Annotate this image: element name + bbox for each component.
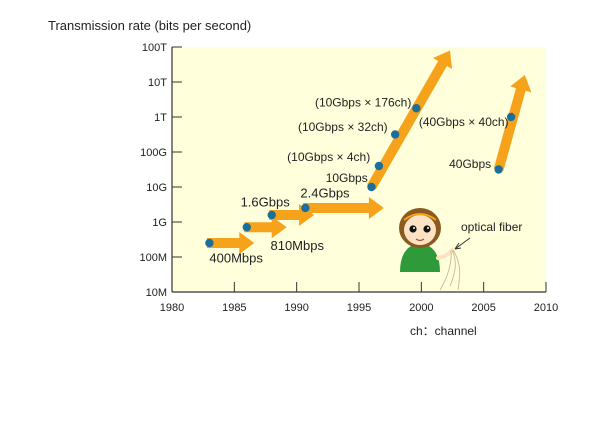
label-10gbpsx4ch: (10Gbps × 4ch) — [287, 150, 370, 164]
person-eye-right — [423, 225, 431, 233]
arrow-step-2 — [244, 216, 287, 239]
x-tick-label: 2005 — [471, 302, 495, 314]
label-400mbps: 400Mbps — [209, 250, 263, 265]
p-10gbpsx32ch — [390, 130, 400, 139]
person-face — [404, 215, 436, 245]
p-40gbpsx40ch — [506, 112, 516, 122]
arrow-step-1 — [206, 232, 255, 254]
plot-area — [172, 47, 546, 292]
optical-fiber-strand-3 — [439, 250, 452, 291]
arrow-growth-1 — [367, 50, 453, 190]
person-arm — [436, 248, 454, 260]
y-tick-label: 1G — [152, 217, 167, 229]
person-mouth — [415, 238, 425, 242]
x-tick-label: 1995 — [347, 302, 371, 314]
optical-fiber-strand-2 — [452, 249, 461, 291]
x-tick-label: 1980 — [160, 302, 184, 314]
x-tick-label: 2000 — [409, 302, 433, 314]
p-1.6gbps — [267, 210, 276, 220]
x-tick-label: 1990 — [284, 302, 308, 314]
p-10gbpsx176ch — [412, 104, 421, 113]
data-points — [205, 104, 516, 248]
optical-fiber-caption: optical fiber — [461, 220, 522, 234]
y-tick-label: 10M — [146, 287, 167, 299]
label-810mbps: 810Mbps — [270, 238, 324, 253]
chart-title: Transmission rate (bits per second) — [48, 18, 251, 33]
p-10gbps — [367, 182, 376, 192]
label-10gbpsx176ch: (10Gbps × 176ch) — [315, 96, 411, 110]
caption-pointer-arrowhead — [454, 242, 462, 250]
label-40gbpsx40ch: (40Gbps × 40ch) — [419, 115, 509, 129]
arrow-step-4 — [302, 197, 384, 219]
optical-fiber-strand-1 — [449, 249, 456, 287]
label-10gbps: 10Gbps — [326, 171, 368, 185]
x-tick-label: 2010 — [534, 302, 558, 314]
axes: 10M 100M 1G 10G 100G 1T 10T 100T 1980 1985 1990 199… — [139, 42, 558, 314]
x-tick-label: 1985 — [222, 302, 246, 314]
caption-pointer-arrow — [454, 237, 471, 250]
y-tick-label: 100T — [142, 42, 167, 54]
p-400mbps — [205, 238, 214, 248]
label-10gbpsx32ch: (10Gbps × 32ch) — [298, 120, 388, 134]
person-eye-right-highlight — [427, 227, 429, 229]
label-1.6gbps: 1.6Gbps — [241, 194, 291, 209]
y-tick-label: 100M — [139, 252, 167, 264]
person-hairband — [403, 213, 437, 221]
p-2.4gbps — [301, 203, 310, 213]
y-tick-label: 100G — [140, 147, 167, 159]
person-illustration: optical fiber — [399, 208, 522, 291]
label-40gbps: 40Gbps — [449, 157, 491, 171]
footnote: ch：channel — [410, 324, 477, 338]
label-2.4gbps: 2.4Gbps — [300, 186, 350, 201]
person-eye-left — [409, 225, 417, 233]
y-tick-label: 10G — [146, 182, 167, 194]
person-shirt — [400, 243, 440, 272]
p-810mbps — [242, 223, 251, 232]
arrow-growth-2 — [493, 75, 532, 171]
person-eye-left-highlight — [413, 227, 415, 229]
p-40gbps — [494, 165, 503, 174]
p-10gbpsx4ch — [374, 161, 384, 171]
y-tick-label: 10T — [148, 77, 167, 89]
y-tick-label: 1T — [154, 112, 167, 124]
